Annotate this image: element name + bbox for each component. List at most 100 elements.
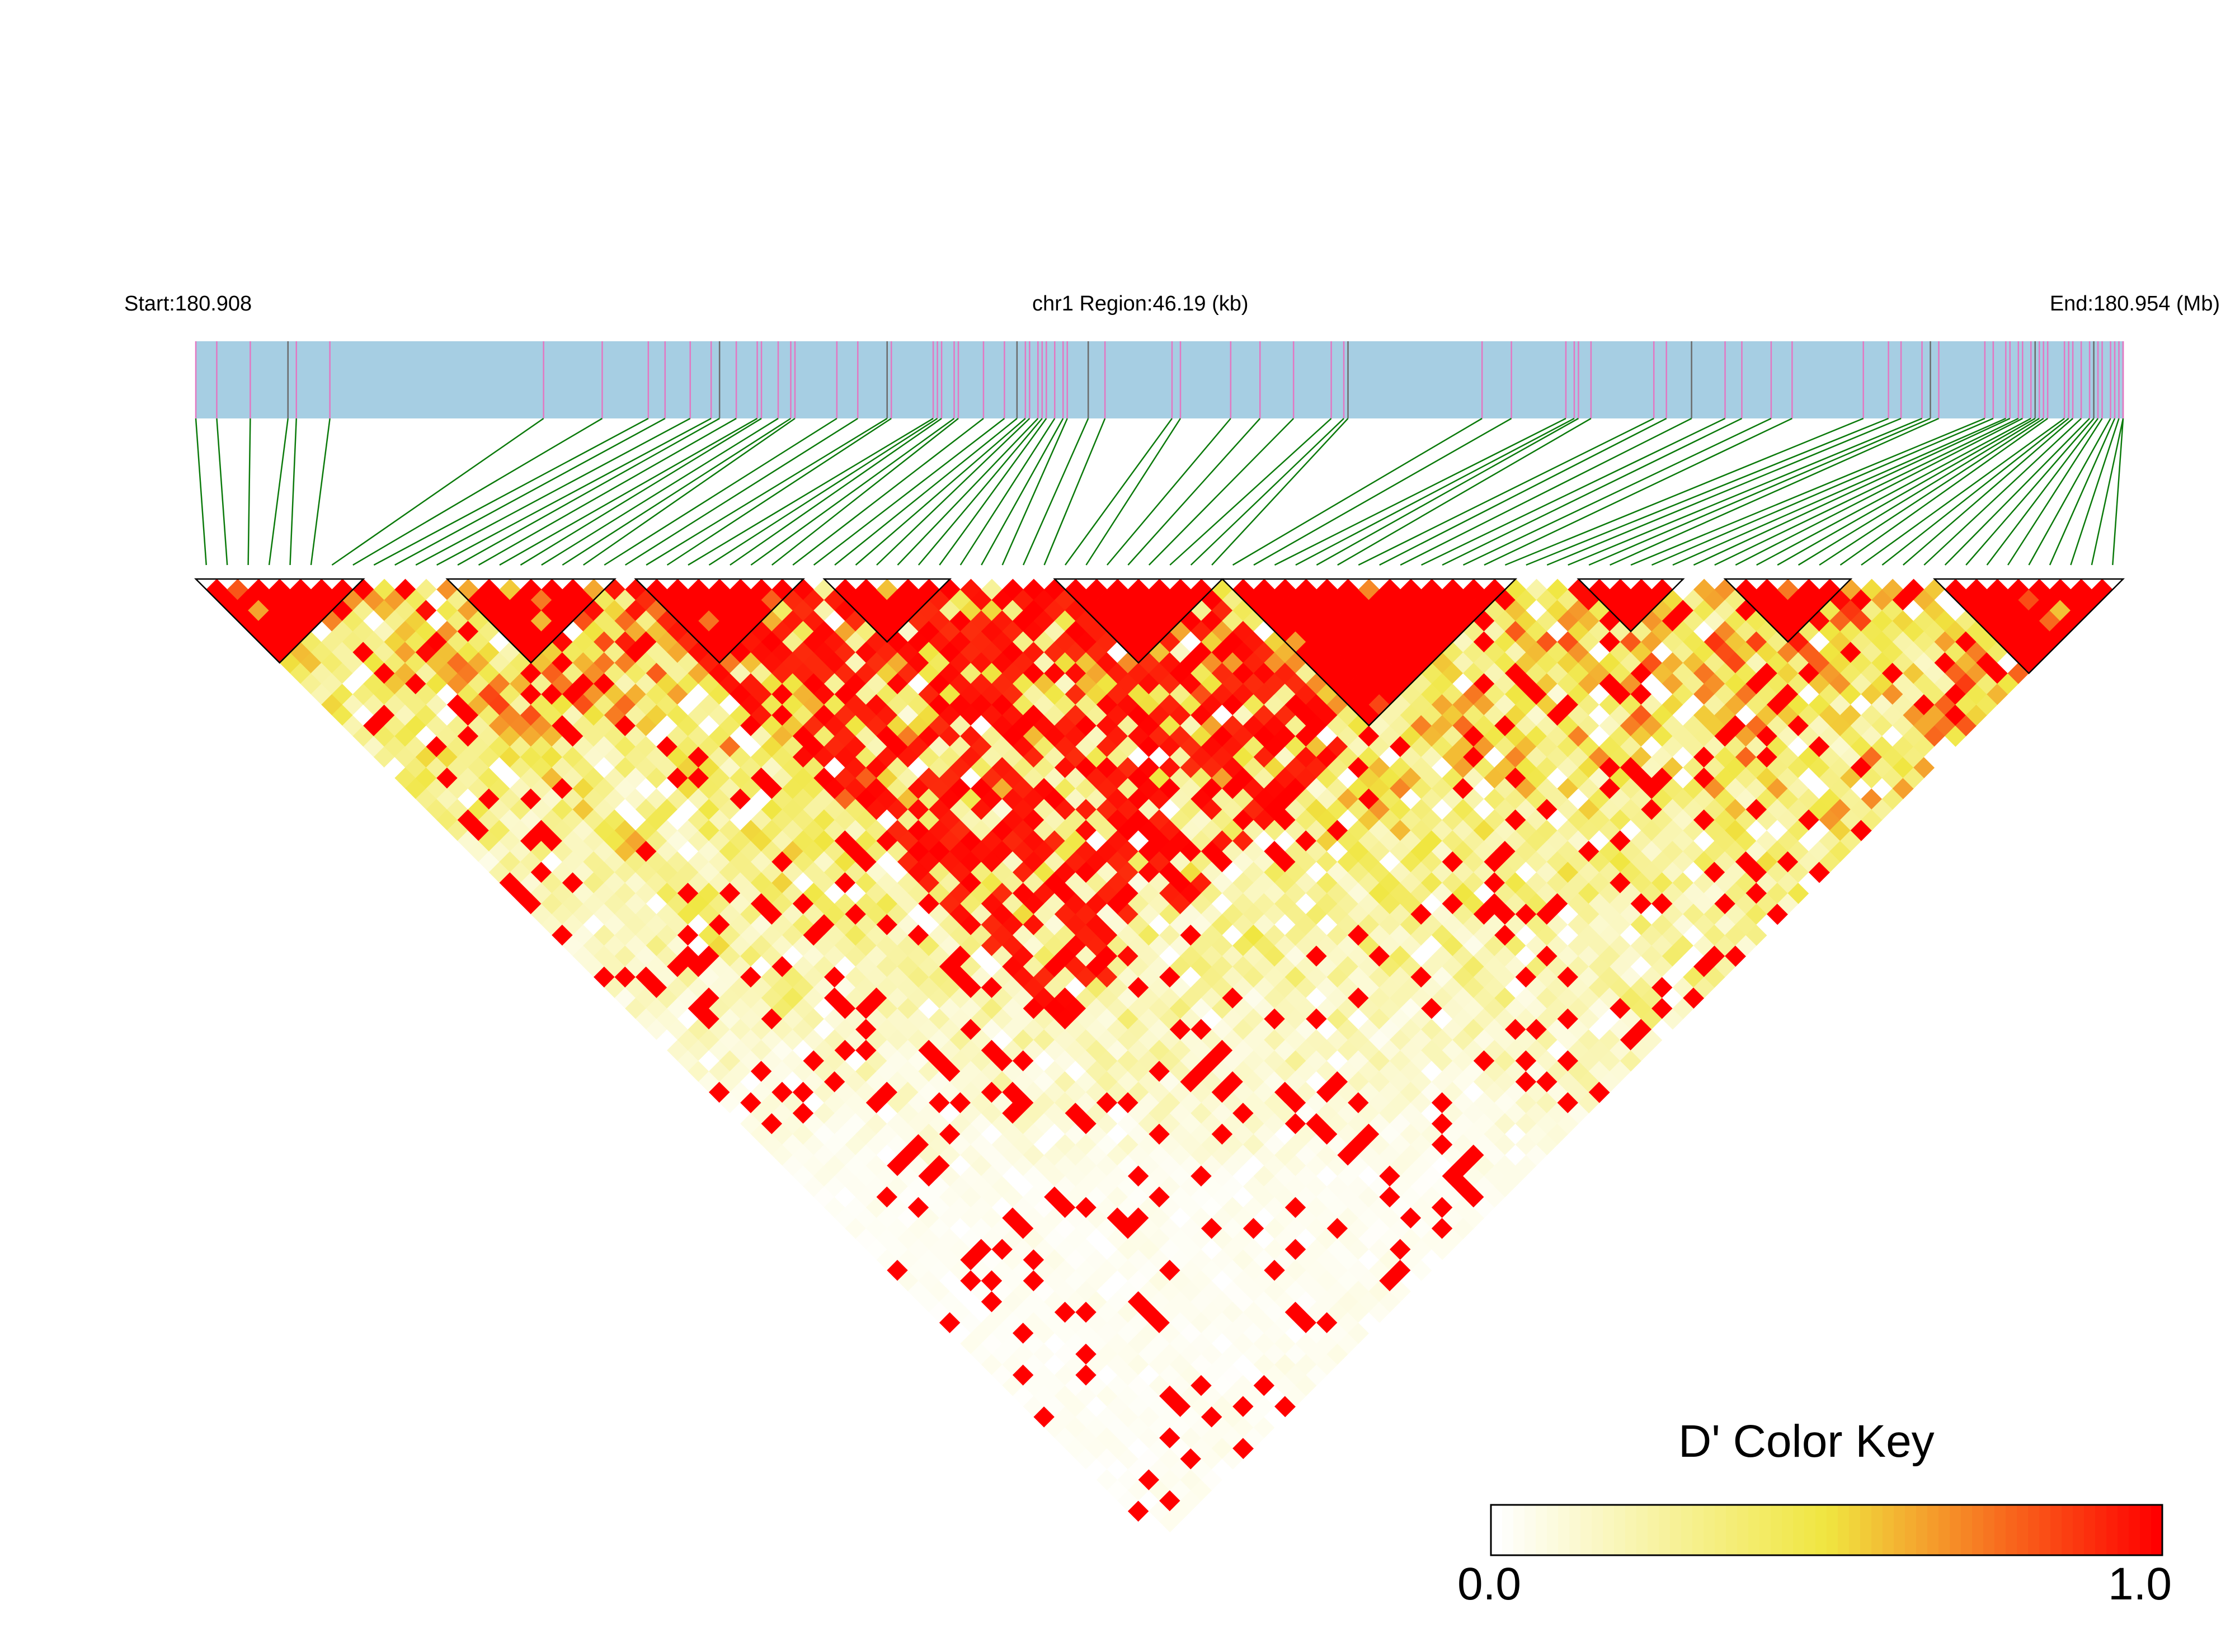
snp-connector [2091,418,2124,566]
snp-connector [730,417,942,566]
snp-tick-marks [195,341,2124,418]
color-key-segment [1793,1505,1805,1555]
color-key-segment [1715,1505,1726,1555]
snp-connector [2007,418,2103,566]
snp-connector [1442,417,1743,566]
snp-connector [1588,417,1931,566]
snp-connector [1756,417,2031,566]
color-key-segment [1827,1505,1838,1555]
color-key-segment [1983,1505,1995,1555]
snp-connector [981,418,1064,566]
snp-connector [2049,418,2116,566]
color-key-segment [1592,1505,1603,1555]
snp-connector [708,417,938,566]
snp-connector-lines [195,417,2124,566]
color-key-segment [1994,1505,2006,1555]
snp-connector [1022,418,1089,566]
snp-connector [1379,417,1667,566]
snp-connector [310,418,331,566]
snp-connector [771,418,959,566]
color-key-segment [1905,1505,1917,1555]
snp-connector [1085,418,1181,566]
snp-connector [1358,417,1654,566]
snp-connector [1190,418,1344,566]
color-key-segment [1860,1505,1872,1555]
color-key-bar [1490,1504,2163,1556]
snp-connector [1232,417,1483,566]
snp-connector [1274,417,1566,566]
color-key-segment [1502,1505,1514,1555]
snp-connector [1819,417,2044,566]
snp-connector [897,418,1039,566]
color-key-segment [2006,1505,2017,1555]
snp-connector [1127,418,1261,566]
snp-connector [1504,417,1864,566]
snp-connector [666,417,892,566]
color-key-segment [1614,1505,1626,1555]
snp-connector [792,418,984,566]
snp-connector [1923,418,2082,566]
color-key-segment [2039,1505,2051,1555]
snp-connector [855,418,1026,566]
color-key-segment [1636,1505,1648,1555]
color-key-max-label: 1.0 [2108,1559,2172,1609]
snp-connector [1484,417,1792,566]
snp-connector [646,417,888,566]
color-key-segment [1704,1505,1715,1555]
color-key-segment [2062,1505,2073,1555]
color-key-segment [1961,1505,1973,1555]
snp-connector [1693,417,2011,566]
snp-connector [1400,417,1692,566]
snp-connector [1798,417,2040,566]
snp-connector [1839,417,2048,566]
snp-connector [876,418,1031,566]
color-key-segment [1692,1505,1704,1555]
snp-connector [247,418,251,566]
color-key-title: D' Color Key [1678,1416,1935,1467]
snp-connector [917,418,1043,566]
snp-connector [1043,418,1106,566]
snp-connector [1316,417,1579,566]
color-key-segment [1536,1505,1547,1555]
color-key-segment [1950,1505,1961,1555]
snp-connector [2028,418,2111,566]
snp-connector [1735,417,2023,566]
snp-connector [1253,417,1512,566]
snp-connector [1337,417,1592,566]
color-key-segment [1883,1505,1894,1555]
color-key-segment [1916,1505,1928,1555]
snp-connector [289,418,297,566]
snp-connector [1881,418,2069,566]
snp-connector [415,417,691,566]
color-key-segment [2084,1505,2096,1555]
snp-connector [1568,417,1922,566]
color-key-segment [1815,1505,1827,1555]
color-key-segment [1748,1505,1760,1555]
snp-connector [1651,417,1994,566]
color-key-segment [2140,1505,2152,1555]
snp-connector [834,418,1018,566]
snp-connector [1861,417,2065,566]
color-key-segment [1849,1505,1861,1555]
color-key-segment [1972,1505,1984,1555]
snp-connector [2112,418,2124,566]
snp-connector [750,417,955,566]
snp-connector [1714,417,2019,566]
color-key-segment [2118,1505,2129,1555]
color-key-segment [1838,1505,1850,1555]
region-start-label: Start:180.908 [124,292,252,316]
snp-connector [1106,418,1231,566]
color-key-segment [2129,1505,2140,1555]
snp-connector [688,417,934,566]
color-key-segment [1938,1505,1950,1555]
region-end-label: End:180.954 (Mb) [2049,292,2220,316]
color-key-segment [1737,1505,1749,1555]
color-key-segment [1569,1505,1581,1555]
snp-connector [436,417,712,566]
snp-connector [331,417,544,566]
snp-connector [394,417,666,566]
snp-connector [939,418,1047,566]
color-key-segment [1659,1505,1671,1555]
color-key-segment [1771,1505,1782,1555]
